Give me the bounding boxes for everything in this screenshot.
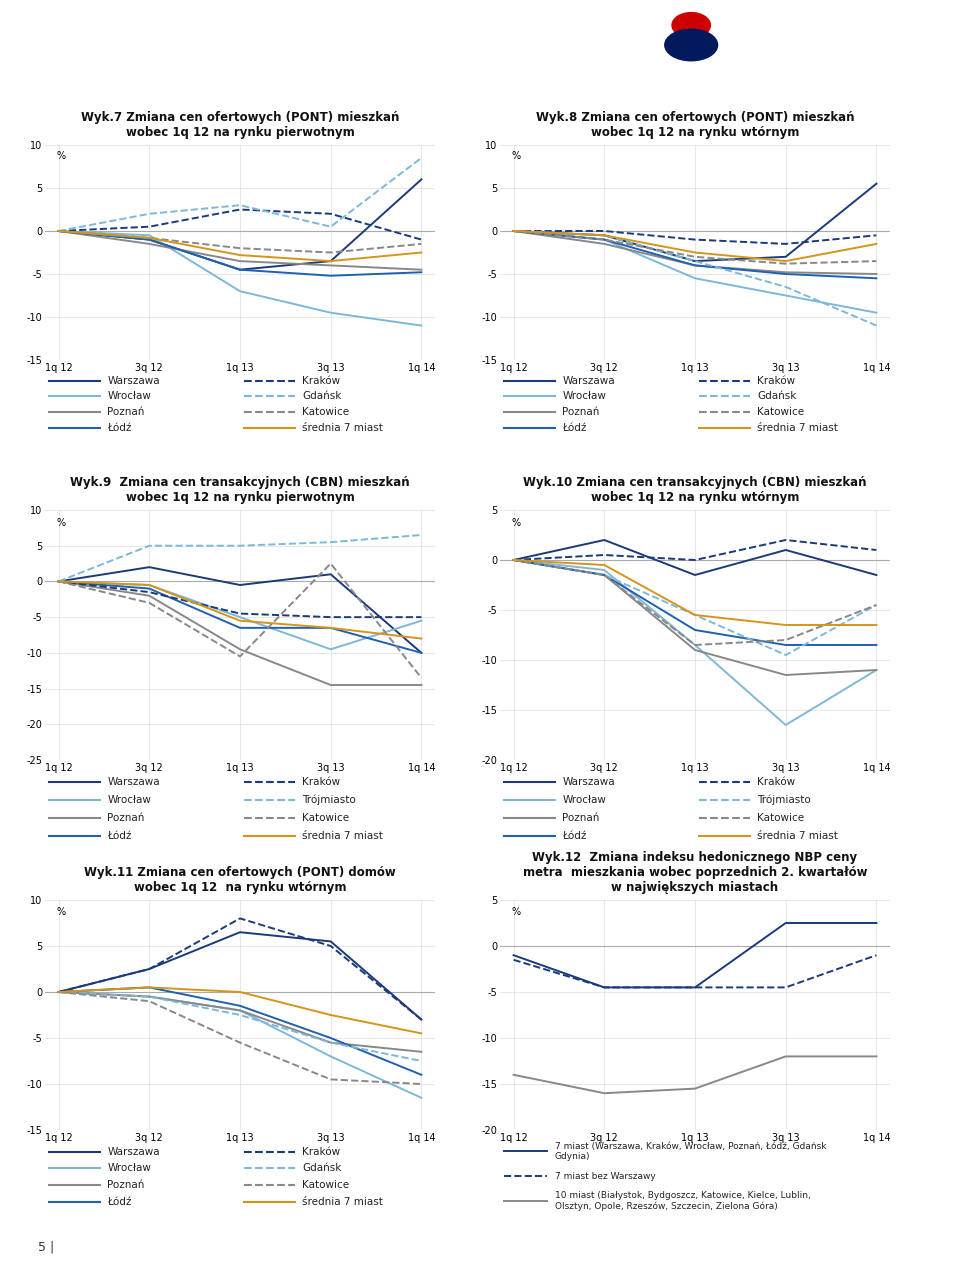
Text: %: % (57, 151, 66, 161)
Text: Poznań: Poznań (108, 407, 145, 417)
Text: Katowice: Katowice (302, 813, 349, 823)
Text: Trójmiasto: Trójmiasto (302, 794, 356, 806)
Text: Warszawa: Warszawa (563, 778, 615, 787)
Text: Gdańsk: Gdańsk (302, 1164, 342, 1173)
Text: 5 |: 5 | (38, 1241, 55, 1253)
Text: Poznań: Poznań (563, 407, 600, 417)
Text: Wrocław: Wrocław (108, 796, 152, 806)
Text: Kraków: Kraków (302, 1146, 341, 1156)
Text: Wrocław: Wrocław (108, 391, 152, 401)
Text: Warszawa: Warszawa (108, 778, 160, 787)
Text: Warszawa: Warszawa (563, 376, 615, 386)
Text: Warszawa: Warszawa (108, 1146, 160, 1156)
Text: średnia 7 miast: średnia 7 miast (302, 1197, 383, 1207)
Text: Wyk.12  Zmiana indeksu hedonicznego NBP ceny
metra  mieszkania wobec poprzednich: Wyk.12 Zmiana indeksu hedonicznego NBP c… (523, 851, 867, 894)
Text: średnia 7 miast: średnia 7 miast (757, 831, 838, 841)
Text: Poznań: Poznań (108, 1180, 145, 1190)
Text: Monitoring Branżowy: Monitoring Branżowy (38, 23, 238, 40)
Text: Kraków: Kraków (302, 778, 341, 787)
Text: Trójmiasto: Trójmiasto (757, 794, 811, 806)
Ellipse shape (664, 29, 717, 61)
Text: średnia 7 miast: średnia 7 miast (302, 831, 383, 841)
Text: Wyk.9  Zmiana cen transakcyjnych (CBN) mieszkań
wobec 1q 12 na rynku pierwotnym: Wyk.9 Zmiana cen transakcyjnych (CBN) mi… (70, 475, 410, 503)
Text: Ceny nieruchomości 1Q 2014: Ceny nieruchomości 1Q 2014 (38, 61, 223, 74)
Text: Gdańsk: Gdańsk (302, 391, 342, 401)
Text: Kraków: Kraków (757, 376, 796, 386)
Text: Poznań: Poznań (108, 813, 145, 823)
Text: Wyk.11 Zmiana cen ofertowych (PONT) domów
wobec 1q 12  na rynku wtórnym: Wyk.11 Zmiana cen ofertowych (PONT) domó… (84, 866, 396, 894)
Text: Bank Polski: Bank Polski (661, 69, 721, 78)
Text: Łódź: Łódź (108, 1197, 132, 1207)
Text: Wyk.8 Zmiana cen ofertowych (PONT) mieszkań
wobec 1q 12 na rynku wtórnym: Wyk.8 Zmiana cen ofertowych (PONT) miesz… (536, 111, 854, 139)
Text: Wyk.10 Zmiana cen transakcyjnych (CBN) mieszkań
wobec 1q 12 na rynku wtórnym: Wyk.10 Zmiana cen transakcyjnych (CBN) m… (523, 475, 867, 503)
Text: %: % (512, 907, 521, 917)
Text: Wyk.7 Zmiana cen ofertowych (PONT) mieszkań
wobec 1q 12 na rynku pierwotnym: Wyk.7 Zmiana cen ofertowych (PONT) miesz… (81, 111, 399, 139)
Text: %: % (57, 517, 66, 527)
Text: Kraków: Kraków (757, 778, 796, 787)
Text: Łódź: Łódź (563, 831, 587, 841)
Text: Wrocław: Wrocław (108, 1164, 152, 1173)
Text: Warszawa: Warszawa (108, 376, 160, 386)
Text: Wrocław: Wrocław (563, 796, 607, 806)
Text: Łódź: Łódź (108, 422, 132, 433)
Text: %: % (512, 517, 521, 527)
Text: 7 miast (Warszawa, Kraków, Wrocław, Poznań, Łódź, Gdańsk
Gdynia): 7 miast (Warszawa, Kraków, Wrocław, Pozn… (555, 1141, 827, 1161)
Text: 10 miast (Białystok, Bydgoszcz, Katowice, Kielce, Lublin,
Olsztyn, Opole, Rzeszó: 10 miast (Białystok, Bydgoszcz, Katowice… (555, 1192, 810, 1212)
Text: Katowice: Katowice (302, 407, 349, 417)
Text: Łódź: Łódź (563, 422, 587, 433)
Text: średnia 7 miast: średnia 7 miast (302, 422, 383, 433)
Text: Łódź: Łódź (108, 831, 132, 841)
Text: Gdańsk: Gdańsk (757, 391, 797, 401)
Text: Katowice: Katowice (302, 1180, 349, 1190)
Text: %: % (512, 151, 521, 161)
Text: Wrocław: Wrocław (563, 391, 607, 401)
Text: średnia 7 miast: średnia 7 miast (757, 422, 838, 433)
Text: %: % (57, 907, 66, 917)
Ellipse shape (672, 13, 710, 38)
Text: Poznań: Poznań (563, 813, 600, 823)
Text: Kraków: Kraków (302, 376, 341, 386)
Text: Katowice: Katowice (757, 407, 804, 417)
Text: Katowice: Katowice (757, 813, 804, 823)
Text: 7 miast bez Warszawy: 7 miast bez Warszawy (555, 1171, 656, 1180)
